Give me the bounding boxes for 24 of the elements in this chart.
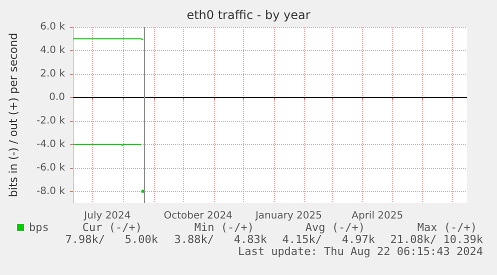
y-tick-label: 0.0 — [49, 92, 65, 103]
y-tick-label: 2.0 k — [40, 68, 66, 80]
y-tick-label: -8.0 k — [36, 186, 66, 197]
text: Last update: Thu Aug 22 06:15:43 2024 — [238, 245, 484, 258]
x-tick-label: April 2025 — [352, 210, 404, 222]
text: Min (-/+) — [194, 221, 254, 234]
y-tick-label: -6.0 k — [36, 162, 66, 174]
chart-title: eth0 traffic - by year — [186, 8, 310, 22]
y-tick-label: -4.0 k — [36, 138, 66, 150]
legend-label: bps — [29, 221, 49, 234]
x-tick-label: October 2024 — [164, 210, 232, 222]
y-tick-label: 4.0 k — [40, 44, 66, 56]
y-tick-label: 6.0 k — [40, 22, 66, 32]
text: 4.15k/ 4.97k — [282, 233, 376, 246]
text: Avg (-/+) — [305, 221, 365, 234]
y-tick-label: -2.0 k — [36, 115, 66, 126]
text: Cur (-/+) — [82, 221, 142, 234]
x-tick-label: January 2025 — [254, 210, 322, 222]
x-tick-label: July 2024 — [83, 210, 131, 222]
y-axis-title: bits in (-) / out (+) per second — [7, 32, 20, 198]
text: 7.98k/ 5.00k — [65, 233, 158, 246]
text: 3.88k/ 4.83k — [174, 233, 268, 246]
text: Max (-/+) — [417, 221, 477, 234]
text: 21.08k/ 10.39k — [390, 233, 484, 246]
